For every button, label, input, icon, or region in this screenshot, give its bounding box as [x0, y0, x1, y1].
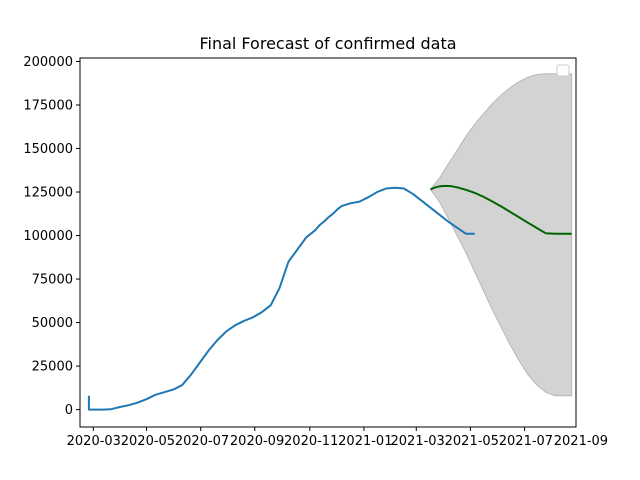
x-tick-label: 2020-05 — [121, 434, 175, 449]
x-tick-label: 2021-01 — [338, 434, 392, 449]
y-tick-label: 100000 — [23, 229, 73, 244]
plot-area-frame — [79, 57, 577, 428]
x-tick-label: 2020-03 — [67, 434, 121, 449]
y-tick-label: 50000 — [32, 316, 73, 331]
y-tick-label: 150000 — [23, 142, 73, 157]
y-tick-label: 175000 — [23, 98, 73, 113]
forecast-interval-layer — [429, 73, 573, 397]
y-tick-label: 75000 — [32, 273, 73, 288]
x-tick-label: 2020-07 — [175, 434, 229, 449]
series-layer — [87, 184, 572, 411]
y-tick-label: 0 — [65, 403, 73, 418]
y-tick-label: 200000 — [23, 55, 73, 70]
x-tick-label: 2021-03 — [391, 434, 445, 449]
forecast-interval-band — [429, 73, 573, 397]
x-tick-label: 2021-07 — [499, 434, 553, 449]
series-line-confirmed — [87, 186, 475, 411]
forecast-line — [430, 184, 572, 235]
x-tick-label: 2021-05 — [445, 434, 499, 449]
x-tick-label: 2021-09 — [554, 434, 608, 449]
chart-title: Final Forecast of confirmed data — [199, 34, 456, 53]
y-tick-label: 125000 — [23, 186, 73, 201]
y-tick-label: 25000 — [32, 360, 73, 375]
x-axis: 2020-03 2020-05 2020-07 2020-09 2020-11 2021-… — [67, 427, 608, 449]
y-axis: 0 25000 50000 75000 100000 125000 150000 175000… — [23, 55, 80, 418]
legend-box — [556, 64, 570, 77]
x-tick-label: 2020-09 — [230, 434, 284, 449]
x-tick-label: 2020-11 — [284, 434, 338, 449]
